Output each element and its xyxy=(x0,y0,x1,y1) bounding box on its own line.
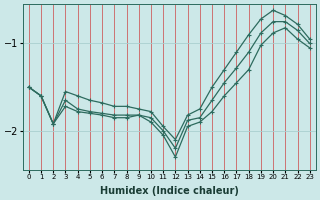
X-axis label: Humidex (Indice chaleur): Humidex (Indice chaleur) xyxy=(100,186,239,196)
